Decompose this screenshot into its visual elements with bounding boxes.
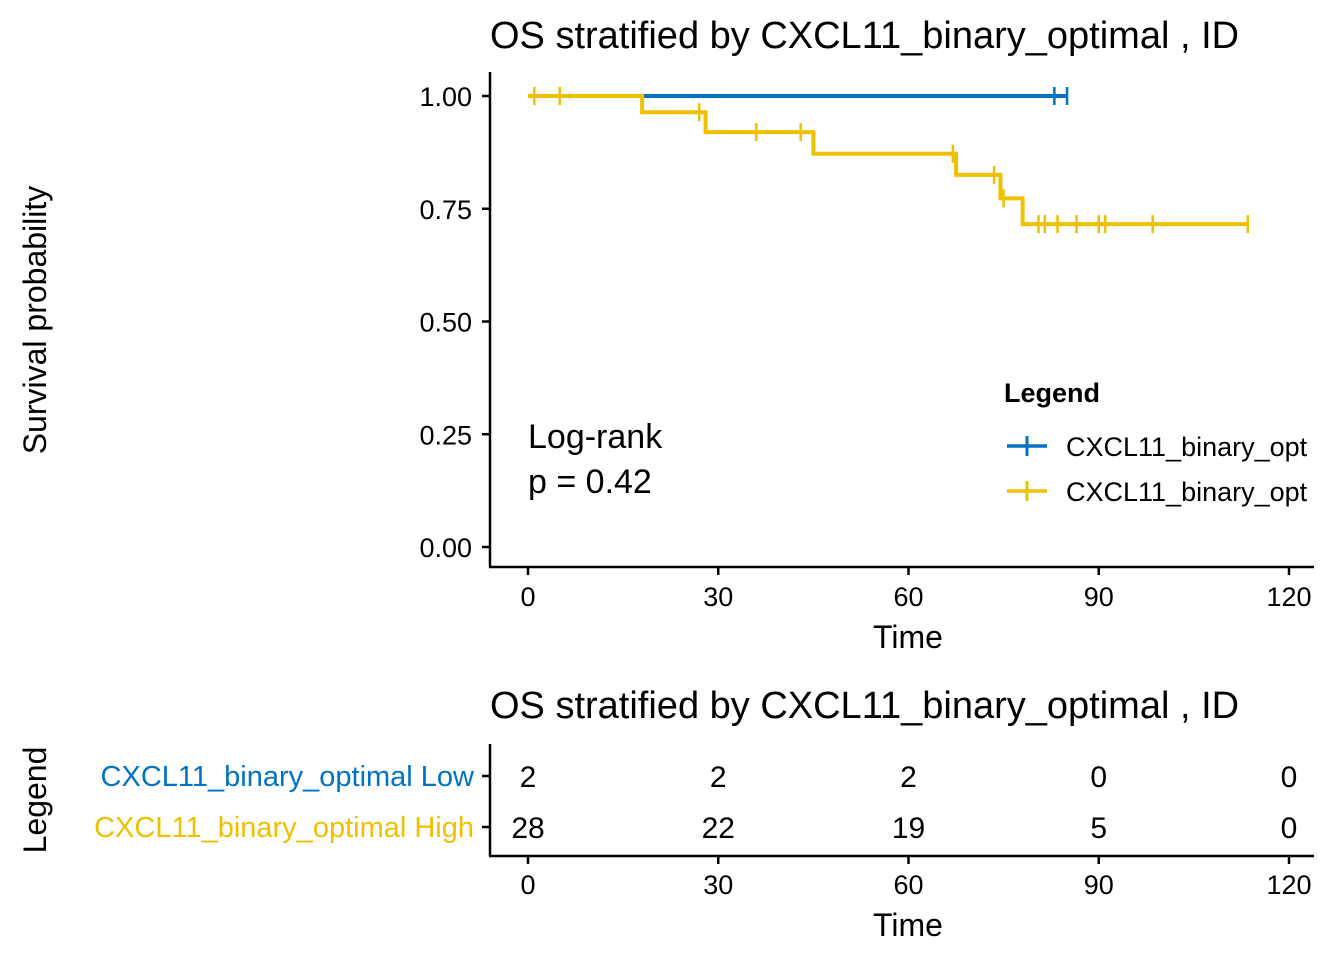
y-tick-label: 0.75 (419, 195, 472, 225)
y-tick-label: 0.50 (419, 308, 472, 338)
risk-x-tick-label: 60 (893, 870, 923, 900)
risk-count: 2 (900, 761, 917, 794)
x-tick-label: 60 (893, 582, 923, 612)
risk-table-y-axis-title: Legend (17, 747, 53, 854)
y-tick-label: 0.00 (419, 533, 472, 563)
risk-count: 0 (1281, 812, 1298, 845)
risk-x-tick-label: 90 (1084, 870, 1114, 900)
risk-table: OS stratified by CXCL11_binary_optimal ,… (17, 685, 1314, 943)
pvalue-label: p = 0.42 (528, 463, 652, 501)
km-y-axis-title: Survival probability (17, 186, 53, 455)
risk-count: 28 (511, 812, 544, 845)
legend-key-high (1007, 481, 1047, 501)
km-x-ticks: 0 30 60 90 120 (520, 567, 1312, 612)
legend-title: Legend (1004, 378, 1100, 408)
risk-count: 22 (702, 812, 735, 845)
km-legend: Legend CXCL11_binary_opt CXCL11_binary_o… (1004, 378, 1308, 507)
y-tick-label: 0.25 (419, 420, 472, 450)
legend-label-high: CXCL11_binary_opt (1066, 477, 1308, 507)
risk-row-label: CXCL11_binary_optimal High (94, 812, 474, 844)
x-tick-label: 0 (520, 582, 535, 612)
risk-row-label: CXCL11_binary_optimal Low (101, 761, 476, 793)
risk-table-x-ticks: 0 30 60 90 120 (520, 856, 1312, 900)
legend-key-low (1007, 436, 1047, 456)
km-x-axis-title: Time (873, 619, 943, 655)
km-title: OS stratified by CXCL11_binary_optimal ,… (490, 15, 1239, 57)
logrank-label: Log-rank (528, 418, 663, 456)
risk-x-tick-label: 30 (703, 870, 733, 900)
x-tick-label: 120 (1266, 582, 1311, 612)
x-tick-label: 90 (1084, 582, 1114, 612)
km-curves (528, 87, 1250, 234)
risk-table-title: OS stratified by CXCL11_binary_optimal ,… (490, 685, 1239, 727)
risk-count: 19 (892, 812, 925, 845)
risk-count: 2 (520, 761, 537, 794)
km-plot: OS stratified by CXCL11_binary_optimal ,… (17, 15, 1314, 655)
risk-count: 5 (1090, 812, 1107, 845)
risk-x-tick-label: 120 (1266, 870, 1311, 900)
legend-label-low: CXCL11_binary_opt (1066, 432, 1308, 462)
survival-curve-high (528, 94, 1248, 227)
risk-count: 0 (1090, 761, 1107, 794)
x-tick-label: 30 (703, 582, 733, 612)
risk-x-tick-label: 0 (520, 870, 535, 900)
risk-table-rows: CXCL11_binary_optimal Low 2 2 2 0 0CXCL11_bin… (94, 761, 1297, 845)
risk-count: 2 (710, 761, 727, 794)
km-y-ticks: 0.00 0.25 0.50 0.75 1.00 (419, 82, 490, 563)
y-tick-label: 1.00 (419, 82, 472, 112)
risk-count: 0 (1281, 761, 1298, 794)
risk-table-x-axis-title: Time (873, 907, 943, 943)
